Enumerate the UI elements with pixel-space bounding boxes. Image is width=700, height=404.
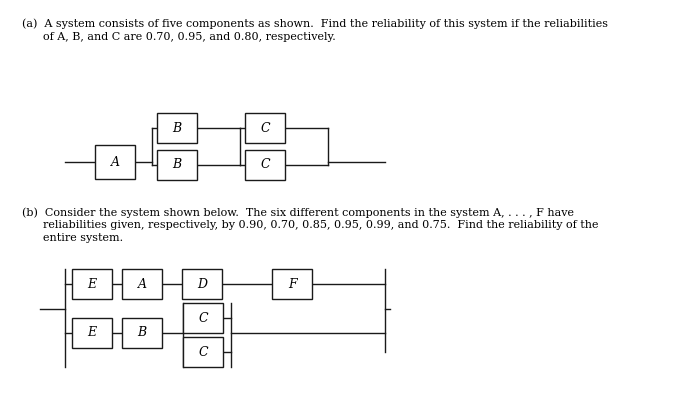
FancyBboxPatch shape — [245, 113, 285, 143]
Text: F: F — [288, 278, 296, 290]
FancyBboxPatch shape — [245, 150, 285, 180]
Text: reliabilities given, respectively, by 0.90, 0.70, 0.85, 0.95, 0.99, and 0.75.  F: reliabilities given, respectively, by 0.… — [22, 220, 598, 230]
Text: of A, B, and C are 0.70, 0.95, and 0.80, respectively.: of A, B, and C are 0.70, 0.95, and 0.80,… — [22, 32, 336, 42]
Text: (b)  Consider the system shown below.  The six different components in the syste: (b) Consider the system shown below. The… — [22, 207, 574, 218]
Text: (a)  A system consists of five components as shown.  Find the reliability of thi: (a) A system consists of five components… — [22, 18, 608, 29]
FancyBboxPatch shape — [182, 269, 222, 299]
Text: E: E — [88, 278, 97, 290]
Text: B: B — [137, 326, 146, 339]
Text: C: C — [198, 345, 208, 358]
FancyBboxPatch shape — [157, 113, 197, 143]
FancyBboxPatch shape — [157, 150, 197, 180]
Text: C: C — [198, 311, 208, 324]
FancyBboxPatch shape — [183, 303, 223, 333]
FancyBboxPatch shape — [272, 269, 312, 299]
Text: entire system.: entire system. — [22, 233, 123, 243]
FancyBboxPatch shape — [72, 318, 112, 348]
Text: B: B — [172, 158, 181, 172]
FancyBboxPatch shape — [122, 269, 162, 299]
Text: D: D — [197, 278, 207, 290]
Text: C: C — [260, 122, 270, 135]
FancyBboxPatch shape — [95, 145, 135, 179]
Text: E: E — [88, 326, 97, 339]
FancyBboxPatch shape — [122, 318, 162, 348]
Text: B: B — [172, 122, 181, 135]
FancyBboxPatch shape — [72, 269, 112, 299]
Text: A: A — [111, 156, 120, 168]
FancyBboxPatch shape — [183, 337, 223, 367]
Text: A: A — [137, 278, 146, 290]
Text: C: C — [260, 158, 270, 172]
